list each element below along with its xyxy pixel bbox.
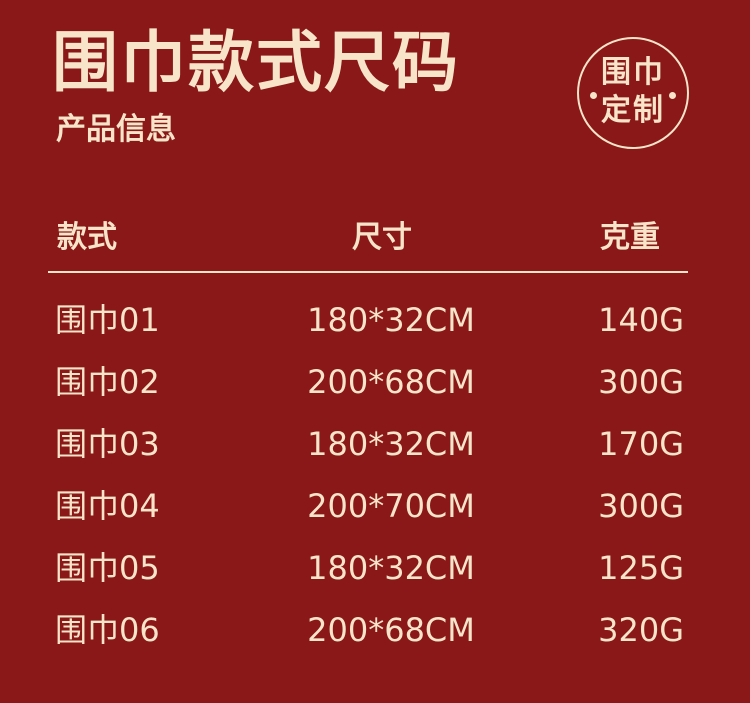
cell-size: 200*70CM: [307, 487, 475, 525]
table-row: 围巾05 180*32CM 125G: [0, 543, 750, 593]
header-style: 款式: [57, 220, 117, 255]
cell-style: 围巾02: [55, 363, 160, 401]
cell-style: 围巾03: [55, 425, 160, 463]
custom-badge: 围巾 定制: [577, 37, 689, 149]
table-row: 围巾06 200*68CM 320G: [0, 605, 750, 655]
header-size: 尺寸: [352, 220, 412, 255]
table-row: 围巾02 200*68CM 300G: [0, 357, 750, 407]
cell-style: 围巾06: [55, 611, 160, 649]
table-row: 围巾04 200*70CM 300G: [0, 481, 750, 531]
cell-size: 200*68CM: [307, 611, 475, 649]
cell-size: 180*32CM: [307, 425, 475, 463]
page-subtitle: 产品信息: [56, 112, 176, 147]
cell-size: 180*32CM: [307, 301, 475, 339]
dot-icon: [590, 92, 597, 99]
cell-style: 围巾04: [55, 487, 160, 525]
cell-weight: 300G: [598, 487, 684, 525]
table-row: 围巾01 180*32CM 140G: [0, 295, 750, 345]
header-weight: 克重: [600, 220, 660, 255]
cell-weight: 140G: [598, 301, 684, 339]
badge-line-1: 围巾: [601, 55, 665, 90]
badge-line-2: 定制: [601, 93, 665, 128]
cell-weight: 170G: [598, 425, 684, 463]
header-divider: [48, 271, 688, 273]
cell-size: 180*32CM: [307, 549, 475, 587]
table-row: 围巾03 180*32CM 170G: [0, 419, 750, 469]
cell-weight: 125G: [598, 549, 684, 587]
page-title: 围巾款式尺码: [52, 23, 460, 101]
cell-size: 200*68CM: [307, 363, 475, 401]
dot-icon: [669, 92, 676, 99]
cell-style: 围巾05: [55, 549, 160, 587]
cell-weight: 320G: [598, 611, 684, 649]
cell-style: 围巾01: [55, 301, 160, 339]
cell-weight: 300G: [598, 363, 684, 401]
